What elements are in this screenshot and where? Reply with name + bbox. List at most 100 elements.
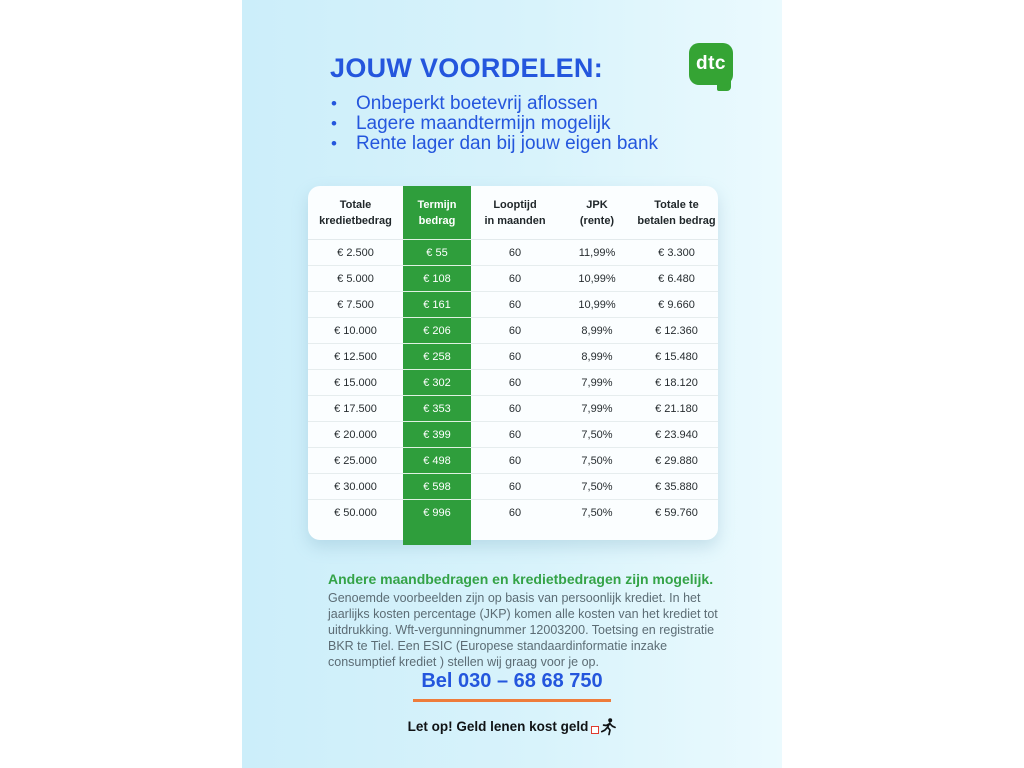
header-line: bedrag: [418, 214, 456, 227]
table-cell: € 258: [403, 344, 471, 370]
table-cell: 60: [471, 266, 559, 292]
table-cell: € 5.000: [308, 266, 403, 292]
table-cell: € 996: [423, 507, 451, 519]
money-ball-icon: [591, 726, 600, 734]
column-header-totale-te-betalen: Totale te betalen bedrag: [635, 186, 718, 240]
header-line: betalen bedrag: [637, 214, 716, 227]
column-header-termijn-bedrag: Termijn bedrag: [403, 186, 471, 240]
table-cell: € 10.000: [308, 318, 403, 344]
table-cell: € 6.480: [635, 266, 718, 292]
table-cell: 7,50%: [559, 422, 635, 448]
table-cell: 60: [471, 344, 559, 370]
table-cell: € 30.000: [308, 474, 403, 500]
phone-cta-wrap: Bel 030 – 68 68 750: [242, 670, 782, 702]
header-line: Looptijd: [493, 198, 537, 211]
table-cell: 7,99%: [559, 370, 635, 396]
table-cell: 60: [471, 396, 559, 422]
column-header-totale-kredietbedrag: Totale kredietbedrag: [308, 186, 403, 240]
table-cell: € 12.360: [635, 318, 718, 344]
table-cell: € 23.940: [635, 422, 718, 448]
dtc-logo: dtc: [689, 43, 733, 93]
table-cell: € 2.500: [308, 240, 403, 266]
table-cell: 8,99%: [559, 344, 635, 370]
table-row: € 10.000 € 206 60 8,99% € 12.360: [308, 318, 718, 344]
benefit-label: Onbeperkt boetevrij aflossen: [355, 93, 598, 114]
table-cell: € 50.000: [334, 507, 377, 519]
table-body: € 2.500 € 55 60 11,99% € 3.300 € 5.000 € 108 60…: [308, 240, 718, 526]
running-person-icon: [601, 718, 617, 736]
header-line: Termijn: [417, 198, 457, 211]
table-row: € 17.500 € 353 60 7,99% € 21.180: [308, 396, 718, 422]
header-line: JPK: [586, 198, 608, 211]
table-cell: 8,99%: [559, 318, 635, 344]
table-row: € 7.500 € 161 60 10,99% € 9.660: [308, 292, 718, 318]
table-row: € 20.000 € 399 60 7,50% € 23.940: [308, 422, 718, 448]
table-cell: € 598: [403, 474, 471, 500]
table-cell: 10,99%: [559, 292, 635, 318]
table-cell: € 15.000: [308, 370, 403, 396]
table-cell: 60: [471, 448, 559, 474]
table-row: € 12.500 € 258 60 8,99% € 15.480: [308, 344, 718, 370]
table-cell: € 17.500: [308, 396, 403, 422]
flyer-page: JOUW VOORDELEN: • Onbeperkt boetevrij af…: [242, 0, 782, 768]
table-cell: € 59.760: [655, 507, 698, 519]
table-cell: € 29.880: [635, 448, 718, 474]
table-cell: € 18.120: [635, 370, 718, 396]
table-cell: 60: [471, 422, 559, 448]
table-cell: € 108: [403, 266, 471, 292]
table-cell: 60: [471, 474, 559, 500]
table-cell: 7,50%: [559, 474, 635, 500]
table-cell: € 35.880: [635, 474, 718, 500]
warning-label: Let op! Geld lenen kost geld: [407, 719, 589, 734]
header-line: Totale te: [654, 198, 699, 211]
list-item: • Rente lager dan bij jouw eigen bank: [328, 134, 658, 154]
header-line: kredietbedrag: [319, 214, 392, 227]
column-header-jpk-rente: JPK (rente): [559, 186, 635, 240]
table-row: € 2.500 € 55 60 11,99% € 3.300: [308, 240, 718, 266]
phone-link[interactable]: Bel 030 – 68 68 750: [413, 670, 611, 702]
table-cell: € 12.500: [308, 344, 403, 370]
table-cell: 60: [471, 240, 559, 266]
bullet-icon: •: [331, 114, 337, 133]
table-cell: € 15.480: [635, 344, 718, 370]
benefit-label: Lagere maandtermijn mogelijk: [355, 113, 611, 134]
table-row: € 5.000 € 108 60 10,99% € 6.480: [308, 266, 718, 292]
benefits-list: • Onbeperkt boetevrij aflossen • Lagere …: [328, 94, 658, 154]
disclaimer-text: Genoemde voorbeelden zijn op basis van p…: [328, 591, 718, 669]
logo-box: dtc: [689, 43, 733, 85]
table-cell: € 55: [403, 240, 471, 266]
termijn-green-column: [403, 186, 471, 545]
table-cell: 11,99%: [559, 240, 635, 266]
table-cell: € 25.000: [308, 448, 403, 474]
table-cell: € 498: [403, 448, 471, 474]
list-item: • Lagere maandtermijn mogelijk: [328, 114, 658, 134]
credit-warning: Let op! Geld lenen kost geld: [242, 718, 782, 736]
list-item: • Onbeperkt boetevrij aflossen: [328, 94, 658, 114]
table-cell: € 399: [403, 422, 471, 448]
table-cell: € 9.660: [635, 292, 718, 318]
table-row: € 50.000 € 996 60 7,50% € 59.760: [308, 500, 718, 526]
table-cell: 7,50%: [581, 507, 613, 519]
table-cell: 60: [471, 292, 559, 318]
table-row: € 15.000 € 302 60 7,99% € 18.120: [308, 370, 718, 396]
header-line: (rente): [579, 214, 615, 227]
table-cell: 7,99%: [559, 396, 635, 422]
table-cell: 60: [508, 507, 522, 519]
table-cell: € 353: [403, 396, 471, 422]
table-cell: 7,50%: [559, 448, 635, 474]
bullet-icon: •: [331, 134, 337, 153]
subheading: Andere maandbedragen en kredietbedragen …: [328, 571, 714, 587]
header-line: Totale: [339, 198, 372, 211]
table-cell: € 7.500: [308, 292, 403, 318]
loan-table-card: Totale kredietbedrag Termijn bedrag Loop…: [308, 186, 718, 545]
column-header-looptijd: Looptijd in maanden: [471, 186, 559, 240]
table-header-row: Totale kredietbedrag Termijn bedrag Loop…: [308, 186, 718, 240]
benefit-label: Rente lager dan bij jouw eigen bank: [355, 133, 659, 154]
table-cell: € 302: [403, 370, 471, 396]
page-title: JOUW VOORDELEN:: [330, 53, 604, 83]
table-cell: € 20.000: [308, 422, 403, 448]
bullet-icon: •: [331, 94, 337, 113]
header-line: in maanden: [484, 214, 546, 227]
table-cell: € 206: [403, 318, 471, 344]
table-cell: 60: [471, 318, 559, 344]
